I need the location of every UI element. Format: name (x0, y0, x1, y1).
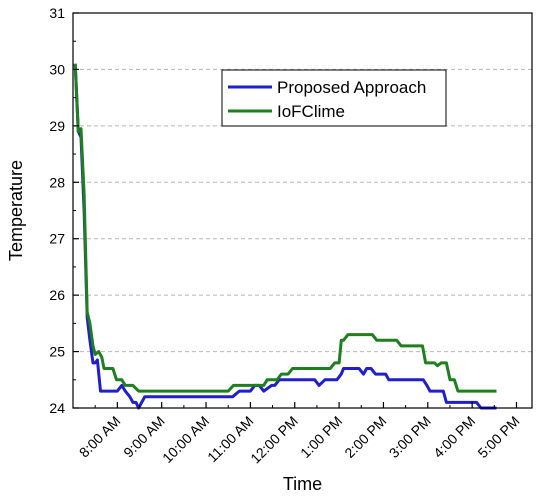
x-tick-label-8-00-am: 8:00 AM (76, 413, 124, 461)
series-lines (73, 63, 497, 410)
series-line-iofclime (73, 63, 497, 393)
x-tick-label-10-00-am: 10:00 AM (159, 413, 212, 466)
x-tick-label-1-00-pm: 1:00 PM (297, 413, 345, 461)
legend-box (221, 69, 447, 127)
y-tick-label-27: 27 (49, 231, 65, 247)
y-tick-label-29: 29 (49, 118, 65, 134)
legend: Proposed Approach IoFClime (221, 69, 447, 127)
y-tick-label-25: 25 (49, 344, 65, 360)
legend-label-iofclime: IoFClime (277, 102, 345, 121)
x-axis-title: Time (283, 474, 322, 494)
y-tick-label-24: 24 (49, 400, 65, 416)
y-tick-label-30: 30 (49, 61, 65, 77)
y-tick-label-28: 28 (49, 174, 65, 190)
y-tick-label-26: 26 (49, 287, 65, 303)
y-axis-title: Temperature (6, 160, 26, 261)
legend-label-proposed-approach: Proposed Approach (277, 78, 426, 97)
x-tick-label-5-00-pm: 5:00 PM (474, 413, 522, 461)
x-tick-label-3-00-pm: 3:00 PM (386, 413, 434, 461)
x-tick-label-12-00-pm: 12:00 PM (247, 413, 301, 467)
y-axis: 24 25 26 27 28 29 30 31 (49, 5, 79, 416)
x-tick-label-2-00-pm: 2:00 PM (341, 413, 389, 461)
x-tick-label-4-00-pm: 4:00 PM (430, 413, 478, 461)
y-tick-label-31: 31 (49, 5, 65, 21)
